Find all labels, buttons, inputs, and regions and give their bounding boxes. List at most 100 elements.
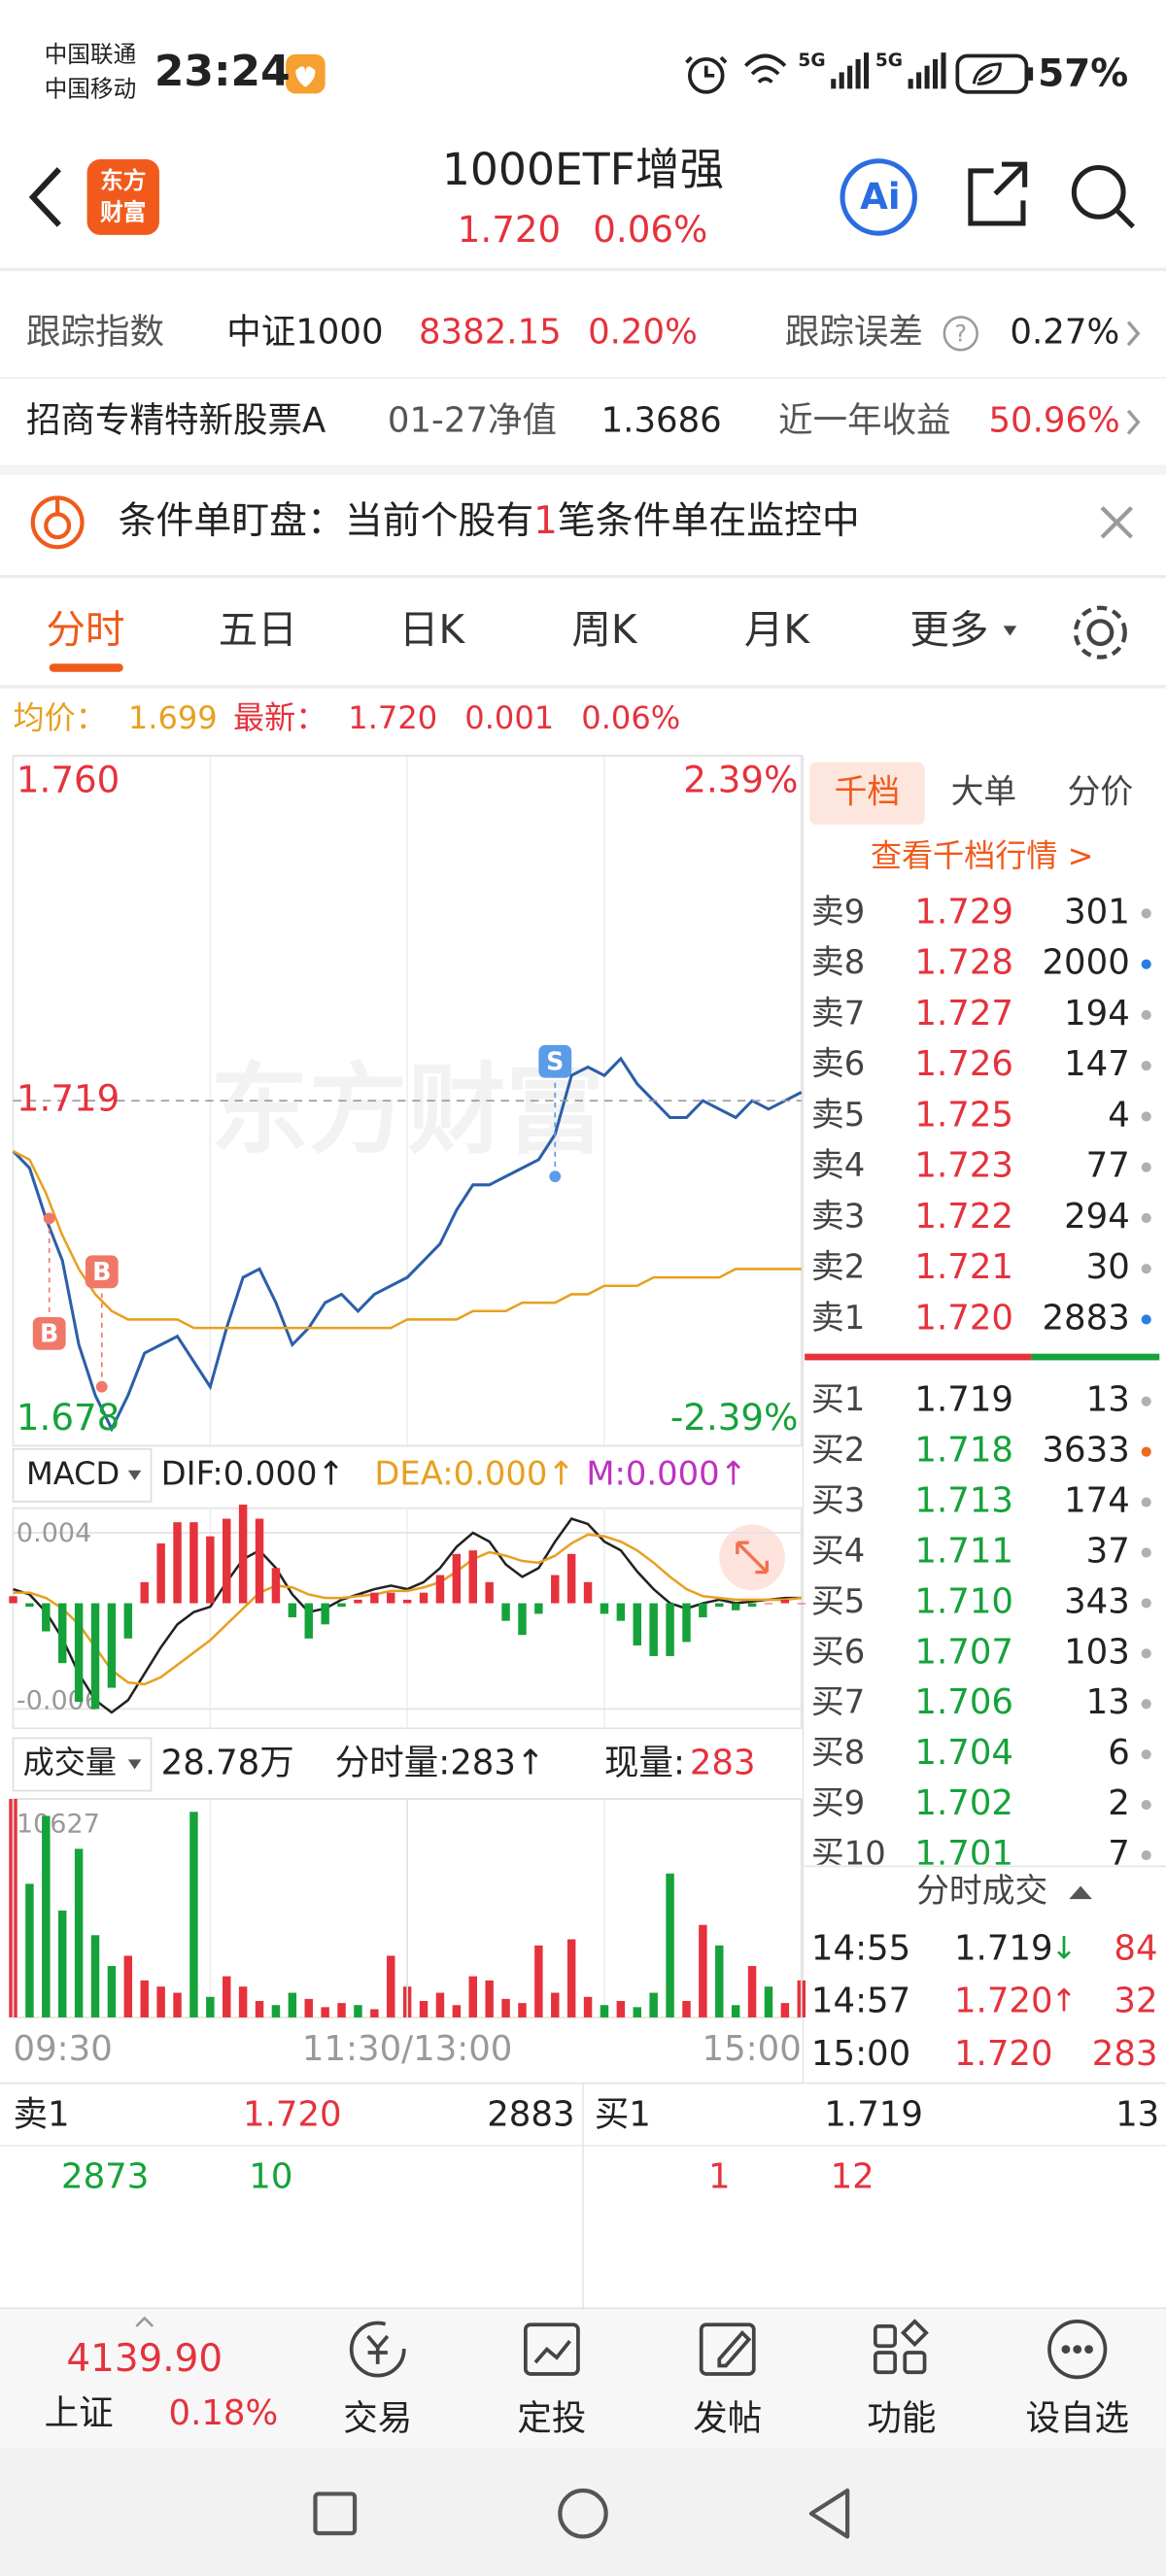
nav-label[interactable]: 功能 <box>867 2398 936 2438</box>
period-label: 分时量:283↑ <box>335 1743 545 1782</box>
tab[interactable]: 更多 <box>909 606 988 653</box>
tab[interactable]: 月K <box>744 606 811 653</box>
macd-bar <box>616 1603 626 1621</box>
share-button[interactable] <box>968 161 1028 226</box>
annotation-badge <box>85 1255 119 1289</box>
book-label: 卖6 <box>811 1045 865 1083</box>
book-price: 1.729 <box>914 892 1013 932</box>
nav-label[interactable]: 发帖 <box>693 2398 762 2438</box>
notice-text: 条件单盯盘：当前个股有1笔条件单在监控中 <box>119 498 860 542</box>
macd-bar <box>551 1575 560 1604</box>
book-tab[interactable]: 大单 <box>951 772 1017 810</box>
indicator-selector[interactable] <box>12 1447 153 1503</box>
book-volume: 13 <box>1086 1380 1130 1420</box>
y-tick-label: 1.719 <box>17 1077 120 1120</box>
book-volume: 194 <box>1064 994 1130 1034</box>
book-dot <box>1141 1212 1151 1224</box>
book-price: 1.720 <box>914 1298 1013 1338</box>
buy-sub2: 12 <box>831 2157 874 2197</box>
volume-bar <box>107 1966 117 2017</box>
volume-bar <box>354 2005 362 2017</box>
nav-label[interactable]: 交易 <box>343 2398 412 2438</box>
back-button[interactable] <box>28 167 61 227</box>
volume-bar <box>58 1910 67 2017</box>
settings-button[interactable] <box>1073 605 1127 660</box>
macd-bar <box>271 1568 281 1604</box>
book-dot <box>1141 1061 1151 1071</box>
macd-bar <box>387 1592 395 1604</box>
volume-bar <box>156 1986 165 2017</box>
book-dot <box>1141 1749 1151 1760</box>
ai-button[interactable] <box>840 158 917 236</box>
price: 1.720 <box>458 208 561 251</box>
tab[interactable]: 五日 <box>219 606 297 653</box>
book-volume: 2 <box>1108 1783 1130 1823</box>
annotation-point <box>549 1170 562 1183</box>
annotation-point <box>43 1212 55 1225</box>
trade-price: 1.720 <box>954 1982 1053 2021</box>
expand-caret[interactable] <box>135 2316 154 2327</box>
home-button[interactable] <box>558 2488 608 2539</box>
macd-bar <box>123 1603 133 1639</box>
annotation-label: S <box>546 1046 564 1075</box>
book-price: 1.728 <box>914 943 1013 983</box>
volume-bar <box>337 2003 346 2017</box>
header-icons[interactable] <box>28 158 1135 236</box>
recents-button[interactable] <box>313 2491 358 2536</box>
book-volume: 301 <box>1064 892 1130 932</box>
nav-label[interactable]: 定投 <box>517 2398 586 2438</box>
book-label: 卖7 <box>811 994 865 1032</box>
volume-bar <box>419 2001 429 2017</box>
y-tick-label: 1.760 <box>17 759 120 801</box>
x-tick-label: 11:30/13:00 <box>302 2029 513 2069</box>
tab[interactable]: 分时 <box>46 606 124 653</box>
tab[interactable]: 日K <box>399 606 466 653</box>
tab[interactable]: 周K <box>571 606 638 653</box>
volume-bar <box>321 2007 329 2017</box>
macd-bar <box>435 1575 445 1604</box>
change-pct: 0.06% <box>581 699 680 736</box>
book-tab[interactable]: 分价 <box>1068 772 1134 810</box>
active-book-tab[interactable] <box>809 762 925 826</box>
book-dot <box>1141 1446 1151 1457</box>
sell-price: 1.720 <box>243 2094 342 2134</box>
index-value: 8382.15 <box>419 312 562 352</box>
book-dot <box>1141 1598 1151 1609</box>
buy-price: 1.719 <box>824 2094 923 2134</box>
macd-bar <box>156 1542 165 1604</box>
total: 28.78万 <box>161 1743 294 1782</box>
close-button[interactable] <box>1100 506 1134 539</box>
macd-bar <box>354 1599 362 1604</box>
search-button[interactable] <box>1071 164 1135 229</box>
index-name: 上证 <box>45 2393 114 2433</box>
annotation-badge <box>538 1044 572 1078</box>
annotation-badge <box>32 1316 66 1350</box>
expand-caret[interactable] <box>1069 1885 1092 1900</box>
back-nav-button[interactable] <box>808 2488 850 2539</box>
volume-bar <box>583 1996 593 2017</box>
macd-bar <box>370 1592 379 1604</box>
volume-bar <box>238 1986 248 2017</box>
count: 1 <box>533 498 558 542</box>
help-icon[interactable] <box>943 316 978 352</box>
y-tick-label: 1.678 <box>17 1396 120 1439</box>
book-label: 卖1 <box>811 1299 865 1337</box>
annotation-point <box>95 1380 108 1393</box>
indicator-selector[interactable] <box>12 1737 153 1792</box>
nav-label: 01-27净值 <box>388 401 557 441</box>
current-label: 现量: <box>604 1743 685 1782</box>
nav-label[interactable]: 设自选 <box>1025 2398 1128 2438</box>
macd-bar <box>649 1603 658 1656</box>
y-tick-label: 0.004 <box>17 1518 91 1548</box>
book-volume: 103 <box>1064 1632 1130 1672</box>
fullscreen-button[interactable] <box>719 1524 785 1591</box>
book-price: 1.707 <box>914 1632 1013 1672</box>
volume-bar <box>534 1945 543 2017</box>
macd-bar <box>321 1603 329 1625</box>
nav-icons[interactable] <box>349 2319 1108 2380</box>
macd-bar <box>518 1603 527 1636</box>
macd-bar <box>58 1603 67 1664</box>
book-tab[interactable]: 千档 <box>835 772 901 810</box>
book-label: 卖8 <box>811 943 865 981</box>
macd-bar <box>288 1603 297 1618</box>
